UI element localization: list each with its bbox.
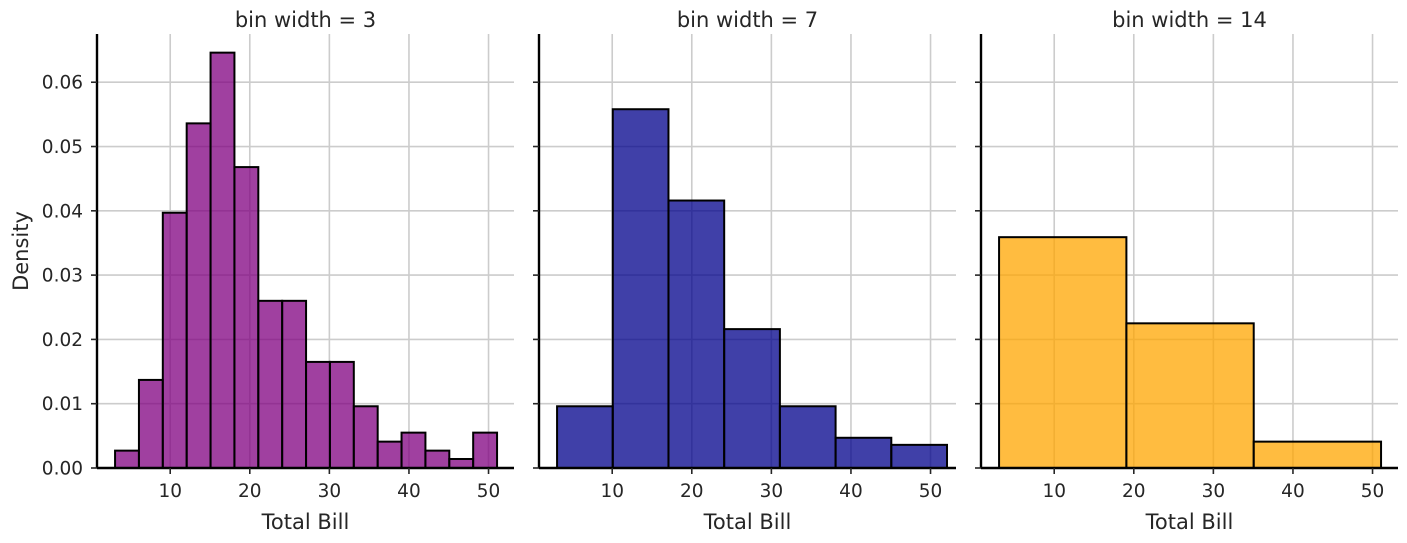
histogram-bar: [890, 443, 949, 469]
histogram-bar: [998, 236, 1128, 469]
histogram-bar: [185, 122, 212, 469]
x-tick-label: 30: [760, 481, 784, 502]
y-tick-label: 0.05: [42, 137, 83, 158]
x-tick-label: 40: [839, 481, 863, 502]
x-tick-label: 50: [477, 481, 501, 502]
histogram-bar: [281, 299, 308, 469]
histogram-bar: [352, 405, 379, 469]
histogram-bar: [400, 431, 427, 469]
subplot-bin-width-3: 10 20 30 40 50 0.00 0.01 0.02 0.03 0.04 0.05 0.06 bi…: [9, 8, 514, 534]
subplot-bin-width-14: 10 20 30 40 50 bin width = 14 Total Bill: [975, 8, 1398, 534]
histogram-bar: [667, 199, 726, 469]
x-tick-label: 30: [1202, 481, 1226, 502]
histogram-bar: [556, 405, 614, 469]
y-tick-label: 0.06: [42, 73, 83, 94]
histogram-bar: [305, 360, 331, 469]
y-tick-label: 0.02: [42, 330, 83, 351]
histogram-bar: [257, 299, 284, 469]
x-tick-label: 40: [1281, 481, 1305, 502]
y-tick-label: 0.04: [42, 201, 83, 222]
histogram-bar: [1252, 440, 1383, 469]
histogram-bar: [114, 449, 140, 470]
x-tick-label: 20: [1122, 481, 1146, 502]
x-tick-label: 50: [919, 481, 943, 502]
histogram-bar: [424, 449, 451, 470]
y-tick-label: 0.00: [42, 459, 83, 480]
x-tick-label: 10: [158, 481, 182, 502]
x-tick-label: 20: [238, 481, 262, 502]
histogram-bar: [233, 166, 260, 470]
subplot-title: bin width = 7: [677, 8, 818, 32]
histogram-bar: [834, 436, 893, 469]
x-tick-label: 10: [1042, 481, 1066, 502]
x-tick-label: 30: [318, 481, 342, 502]
y-tick-label: 0.03: [42, 266, 83, 287]
histogram-bar: [723, 328, 781, 469]
histogram-bar: [161, 211, 188, 469]
x-axis-label: Total Bill: [1145, 510, 1234, 534]
x-axis-label: Total Bill: [703, 510, 792, 534]
histogram-bar: [611, 108, 670, 470]
x-axis-label: Total Bill: [261, 510, 350, 534]
x-tick-label: 20: [680, 481, 704, 502]
histogram-bar: [448, 457, 475, 469]
histogram-bar: [137, 378, 164, 469]
x-tick-label: 40: [397, 481, 421, 502]
histogram-bar: [209, 51, 236, 469]
histogram-bar: [376, 440, 403, 469]
subplot-title: bin width = 3: [235, 8, 376, 32]
y-tick-label: 0.01: [42, 394, 83, 415]
x-tick-label: 10: [600, 481, 624, 502]
histogram-bar: [328, 360, 355, 469]
histogram-bar: [472, 431, 499, 469]
subplot-bin-width-7: 10 20 30 40 50 bin width = 7 Total Bill: [533, 8, 956, 534]
subplot-title: bin width = 14: [1112, 8, 1267, 32]
histogram-bar: [1125, 322, 1255, 470]
x-tick-label: 50: [1361, 481, 1385, 502]
y-axis-label: Density: [9, 211, 33, 291]
histogram-bar: [778, 405, 837, 469]
